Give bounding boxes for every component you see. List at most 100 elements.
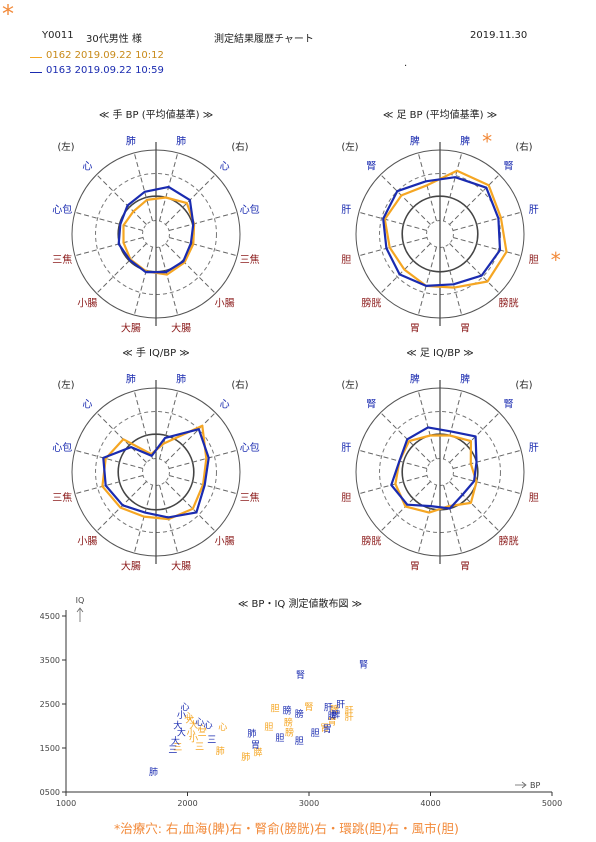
radar-spoke: [380, 174, 431, 225]
scatter-x-tick-label: 4000: [420, 799, 440, 808]
legend-swatch-1: [30, 57, 42, 58]
radar-side-left: (左): [342, 379, 359, 391]
radar-spoke: [442, 484, 463, 554]
radar-axis-label: 胆: [529, 254, 539, 266]
scatter-y-tick-label: 0500: [40, 788, 60, 797]
radar-spoke: [165, 481, 216, 532]
radar-series-0163: [102, 428, 210, 519]
radar-side-right: (右): [516, 141, 533, 153]
radar-spoke: [96, 174, 147, 225]
radar-axis-label: 肺: [176, 373, 186, 385]
scatter-point-label: 腎: [304, 702, 313, 713]
legend-label-2: 0163 2019.09.22 10:59: [46, 65, 164, 76]
radar-axis-label: 心包: [240, 203, 260, 216]
radar-axis-label: 脾: [410, 372, 420, 385]
radar-spoke: [74, 474, 144, 495]
scatter-point-label: 心: [198, 723, 207, 734]
radar-spoke: [452, 449, 522, 470]
radar-axis-label: 小腸: [215, 298, 235, 310]
radar-spoke: [96, 243, 147, 294]
radar-spoke: [442, 390, 463, 460]
radar-axis-label: 三焦: [52, 253, 72, 266]
scatter-point-label: 肺: [247, 729, 256, 740]
radar-axis-label: 小腸: [77, 536, 97, 548]
radar-side-right: (右): [516, 379, 533, 391]
radar-spoke: [133, 152, 154, 222]
radar-axis-label: 脾: [460, 134, 470, 147]
report-title: 測定結果履歴チャート: [214, 34, 314, 45]
scatter-point-label: 脾: [331, 709, 340, 721]
scatter-ylabel: IQ: [76, 596, 85, 605]
scatter-point-label: 心: [184, 711, 193, 722]
radar-spoke: [158, 390, 179, 460]
radar-title: ≪ 手 BP (平均値基準) ≫: [99, 108, 213, 121]
scatter-point-label: 小: [177, 710, 186, 721]
radar-spoke: [74, 236, 144, 257]
radar-side-left: (左): [58, 379, 75, 391]
scatter-point-label: 三: [195, 742, 204, 752]
scatter-point-label: 大: [173, 720, 182, 732]
radar-axis-label: 胆: [341, 254, 351, 266]
radar-spoke: [358, 236, 428, 257]
corner-star-mark: *: [2, 0, 14, 28]
radar-axis-label: 肝: [529, 442, 539, 454]
scatter-x-tick-label: 1000: [56, 799, 76, 808]
radar-axis-label: 胆: [529, 492, 539, 504]
radar-spoke: [442, 152, 463, 222]
stray-dot: .: [404, 58, 408, 69]
scatter-point-label: 腎: [296, 670, 305, 681]
radar-axis-label: 小腸: [77, 298, 97, 310]
radar-axis-label: 脾: [460, 372, 470, 385]
scatter-point-label: 三: [173, 743, 182, 753]
patient-id: Y0011: [42, 30, 74, 41]
radar-spoke: [133, 246, 154, 316]
radar-spoke: [442, 246, 463, 316]
scatter-x-tick-label: 3000: [299, 799, 319, 808]
radar-axis-label: 肝: [341, 442, 351, 454]
radar-spoke: [96, 412, 147, 463]
radar-spoke: [452, 211, 522, 232]
scatter-point-label: 膵: [253, 748, 262, 759]
radar-spoke: [452, 236, 522, 257]
scatter-x-tick-label: 5000: [542, 799, 562, 808]
radar-axis-label: 肝: [341, 204, 351, 216]
scatter-point-label: 大: [185, 714, 194, 726]
radar-star-mark: *: [482, 129, 492, 153]
scatter-y-tick-label: 3500: [40, 656, 60, 665]
radar-axis-label: 胃: [410, 323, 420, 335]
radar-spoke: [358, 211, 428, 232]
radar-axis-label: 心包: [52, 203, 72, 216]
scatter-point-label: 肝: [324, 703, 333, 714]
scatter-x-tick-label: 2000: [177, 799, 197, 808]
scatter-point-label: 心: [181, 702, 190, 713]
radar-series-0163: [390, 426, 478, 510]
scatter-xlabel: BP: [530, 781, 540, 790]
radar-spoke: [380, 412, 431, 463]
scatter-point-label: 胃: [328, 716, 337, 727]
radar-axis-label: 肺: [126, 373, 136, 385]
scatter-point-label: 肝: [345, 712, 354, 723]
radar-spoke: [452, 474, 522, 495]
scatter-point-label: 胆: [295, 736, 304, 747]
radar-spoke: [158, 246, 179, 316]
radar-spoke: [74, 211, 144, 232]
radar-axis-label: 三焦: [240, 491, 260, 504]
radar-axis-label: 心包: [240, 441, 260, 454]
scatter-point-label: 胃: [323, 724, 332, 735]
radar-axis-label: 膀胱: [499, 535, 519, 548]
scatter-point-label: 膀: [284, 717, 293, 729]
radar-axis-label: 肺: [126, 135, 136, 147]
radar-series-0163: [382, 176, 502, 287]
radar-axis-label: 膀胱: [499, 297, 519, 310]
radar-axis-label: 腎: [366, 398, 376, 410]
scatter-point-label: 肺: [241, 752, 250, 763]
radar-axis-label: 大腸: [171, 322, 191, 335]
scatter-point-label: 大: [177, 726, 186, 738]
radar-side-left: (左): [342, 141, 359, 153]
radar-spoke: [96, 481, 147, 532]
scatter-point-label: 肝: [345, 705, 354, 716]
scatter-point-label: 膀: [285, 727, 294, 739]
radar-axis-label: 大腸: [121, 322, 141, 335]
